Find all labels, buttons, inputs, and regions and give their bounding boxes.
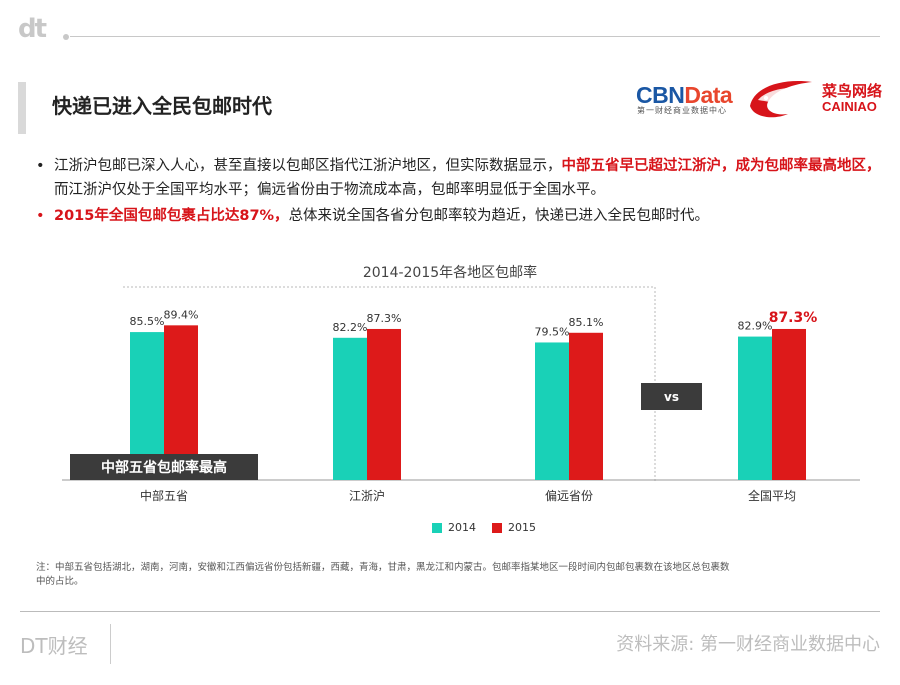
data-label-2014: 85.5% [130,315,165,328]
data-label-2015: 87.3% [367,312,402,325]
bullet-1-text-b: 而江浙沪仅处于全国平均水平；偏远省份由于物流成本高，包邮率明显低于全国水平。 [54,182,605,198]
cainiao-en-name: CAINIAO [822,99,877,114]
callout-label: 中部五省包邮率最高 [101,459,227,476]
highlight-data-label: 87.3% [769,310,818,326]
bullet-dot: • [36,208,45,224]
logo-dot [63,34,69,40]
bullet-dot: • [36,158,45,174]
top-divider [70,36,880,37]
cainiao-bird-icon [750,81,812,118]
x-tick-label: 中部五省 [140,488,188,503]
bullet-1-highlight: 中部五省早已超过江浙沪，成为包邮率最高地区， [561,158,881,174]
cbndata-logo: CBNData [636,82,733,109]
data-label-2015: 85.1% [569,316,604,329]
footer-separator [110,624,111,664]
callout-box [70,454,258,480]
chart-title: 2014-2015年各地区包邮率 [363,264,537,281]
dashed-group-frame [123,286,656,482]
x-tick-label: 全国平均 [748,488,796,503]
chart-legend: 2014 2015 [432,521,536,534]
bullet-2-highlight: 2015年全国包邮包裹占比达87%， [54,208,289,224]
bar-2015 [569,332,603,480]
data-label-2014: 82.2% [333,321,368,334]
data-text: Data [684,82,733,108]
x-tick-label: 偏远省份 [545,488,593,503]
bullet-item-1: • 江浙沪包邮已深入人心，甚至直接以包邮区指代江浙沪地区，但实际数据显示，中部五… [36,154,881,202]
vs-box [641,383,702,410]
title-accent-bar [18,82,26,134]
bar-2014 [535,342,569,480]
bullet-item-2: • 2015年全国包邮包裹占比达87%，总体来说全国各省分包邮率较为趋近，快递已… [36,204,881,228]
bottom-divider [20,611,880,612]
legend-swatch-2014 [432,522,442,533]
x-tick-label: 江浙沪 [349,489,385,503]
data-label-2014: 82.9% [738,320,773,333]
bullet-1-text-a: 江浙沪包邮已深入人心，甚至直接以包邮区指代江浙沪地区，但实际数据显示， [54,158,562,174]
footer-source: 资料来源: 第一财经商业数据中心 [616,634,880,655]
vs-label: vs [664,390,679,404]
data-label-2014: 79.5% [535,325,570,338]
legend-label-2015: 2015 [508,521,536,534]
dt-logo: dt [18,14,47,44]
legend-label-2014: 2014 [448,521,476,534]
bar-2014 [738,336,772,480]
cbn-text: CBN [636,82,685,108]
bullet-2-text: 总体来说全国各省分包邮率较为趋近，快递已进入全民包邮时代。 [288,208,710,224]
page-title: 快递已进入全民包邮时代 [52,94,272,118]
bullet-list: • 江浙沪包邮已深入人心，甚至直接以包邮区指代江浙沪地区，但实际数据显示，中部五… [36,154,881,228]
cbndata-subtitle: 第一财经商业数据中心 [637,106,727,115]
legend-swatch-2015 [492,522,502,533]
bar-2015 [367,328,401,480]
footnote: 注：中部五省包括湖北，湖南，河南，安徽和江西偏远省份包括新疆，西藏，青海，甘肃，… [36,562,730,587]
cainiao-cn-name: 菜鸟网络 [822,82,883,100]
data-label-2015: 89.4% [164,308,199,321]
bar-2014 [333,337,367,480]
bar-chart: 2014-2015年各地区包邮率85.5%89.4%中部五省82.2%87.3%… [62,264,860,503]
footer-brand: DT财经 [20,634,88,658]
bar-2015 [772,328,806,480]
